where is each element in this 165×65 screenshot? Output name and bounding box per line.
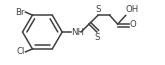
Text: Cl: Cl [16, 47, 24, 56]
Text: Br: Br [15, 8, 24, 17]
Text: NH: NH [71, 27, 84, 37]
Text: O: O [130, 20, 136, 29]
Text: OH: OH [126, 5, 139, 14]
Text: S: S [94, 33, 100, 42]
Text: S: S [95, 5, 101, 14]
